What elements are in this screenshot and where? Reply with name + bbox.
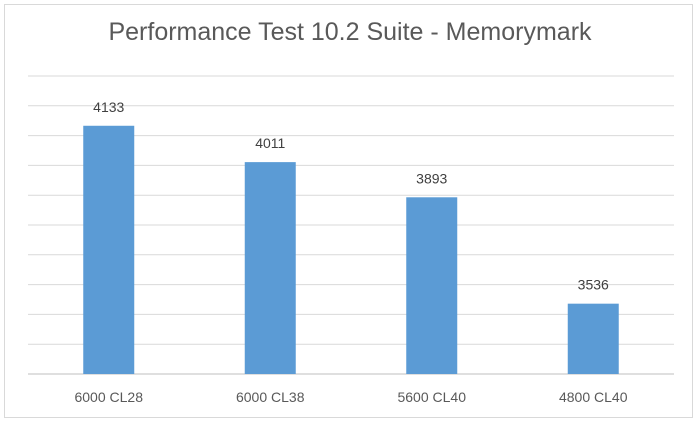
data-label: 3893 (416, 170, 447, 186)
data-label: 4133 (93, 99, 124, 115)
gridlines (28, 75, 674, 375)
bar (83, 125, 135, 375)
data-labels: 4133 4011 3893 3536 (93, 99, 609, 293)
bar (244, 162, 296, 374)
x-tick-label: 6000 CL28 (74, 389, 143, 405)
data-label: 4011 (255, 135, 285, 151)
x-tick-label: 5600 CL40 (397, 389, 466, 405)
x-axis-tick-labels: 6000 CL28 6000 CL38 5600 CL40 4800 CL40 (74, 389, 627, 405)
bar (406, 197, 458, 374)
bars (83, 125, 619, 375)
data-label: 3536 (578, 277, 609, 293)
bar (567, 303, 619, 374)
x-tick-label: 4800 CL40 (559, 389, 628, 405)
x-tick-label: 6000 CL38 (236, 389, 305, 405)
chart-title: Performance Test 10.2 Suite - Memorymark (108, 18, 592, 46)
